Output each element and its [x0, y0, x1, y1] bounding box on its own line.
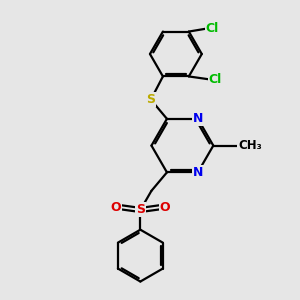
Text: N: N [193, 112, 203, 125]
Text: N: N [193, 166, 203, 179]
Text: O: O [160, 200, 170, 214]
Text: O: O [110, 200, 121, 214]
Text: S: S [146, 93, 155, 106]
Text: Cl: Cl [206, 22, 219, 35]
Text: S: S [136, 203, 145, 217]
Text: CH₃: CH₃ [238, 139, 262, 152]
Text: Cl: Cl [209, 73, 222, 86]
